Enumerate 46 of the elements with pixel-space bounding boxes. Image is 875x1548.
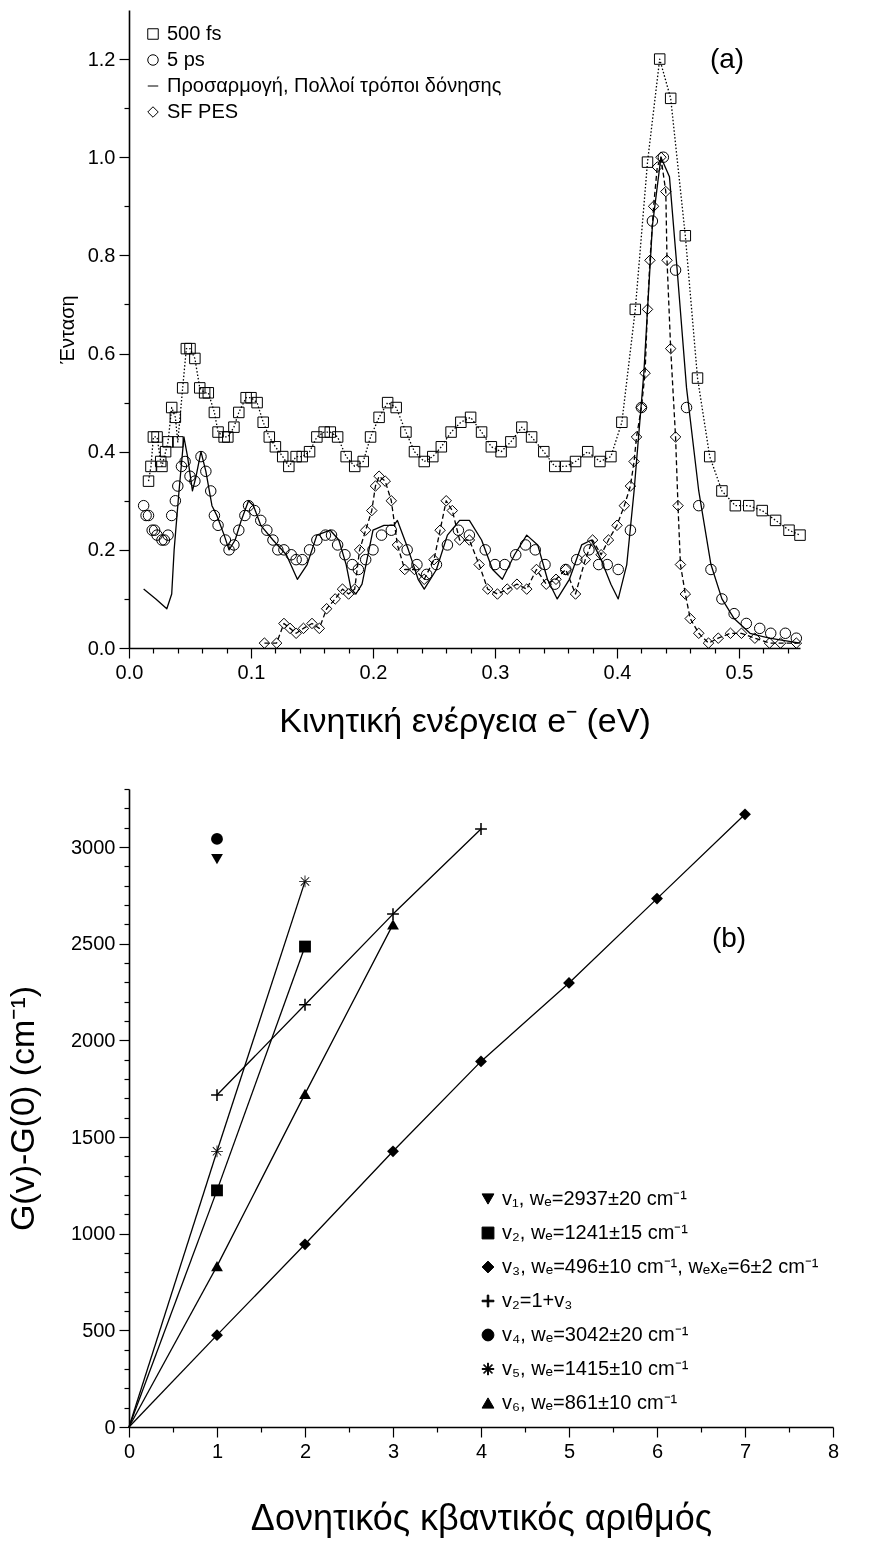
- legend-label: v₆, wₑ=861±10 cm⁻¹: [502, 1391, 678, 1413]
- annotation: (a): [709, 43, 745, 74]
- x-axis-title: Κινητική ενέργεια e⁻ (eV): [279, 700, 651, 739]
- legend-label: v₅, wₑ=1415±10 cm⁻¹: [502, 1357, 689, 1379]
- legend-label: SF PES: [167, 100, 239, 122]
- legend-label: 5 ps: [167, 48, 205, 70]
- legend-label: v₃, wₑ=496±10 cm⁻¹, wₑxₑ=6±2 cm⁻¹: [502, 1255, 819, 1277]
- x-tick-label: 0.0: [115, 660, 144, 683]
- x-tick-label: 0.4: [603, 660, 632, 683]
- legend-label: v₄, wₑ=3042±20 cm⁻¹: [502, 1323, 689, 1345]
- y-axis-title: G(v)-G(0) (cm⁻¹): [3, 985, 42, 1232]
- y-tick-label: 0.4: [87, 440, 116, 463]
- y-tick-label: 0: [104, 1415, 116, 1438]
- x-tick-label: 0.1: [237, 660, 266, 683]
- x-tick-label: 6: [651, 1439, 664, 1462]
- x-tick-label: 0.5: [725, 660, 754, 683]
- x-tick-label: 8: [827, 1439, 840, 1462]
- legend-label: 500 fs: [167, 22, 222, 44]
- annotation: (b): [711, 922, 747, 953]
- x-tick-label: 4: [475, 1439, 488, 1462]
- x-tick-label: 5: [563, 1439, 576, 1462]
- x-tick-label: 2: [299, 1439, 312, 1462]
- y-tick-label: 500: [82, 1318, 116, 1341]
- y-tick-label: 3000: [71, 835, 116, 858]
- legend-label: v₂, wₑ=1241±15 cm⁻¹: [502, 1221, 689, 1243]
- y-tick-label: 2500: [71, 932, 116, 955]
- x-tick-label: 1: [211, 1439, 224, 1462]
- legend-label: v₁, wₑ=2937±20 cm⁻¹: [502, 1187, 688, 1209]
- x-tick-label: 0.2: [359, 660, 388, 683]
- legend-label: Προσαρμογή, Πολλοί τρόποι δόνησης: [167, 74, 502, 96]
- y-axis-title: Ένταση: [55, 295, 78, 365]
- y-tick-label: 0.8: [87, 243, 116, 266]
- x-tick-label: 0.3: [481, 660, 510, 683]
- x-axis-title: Δονητικός κβαντικός αριθμός: [250, 1496, 713, 1538]
- x-tick-label: 3: [387, 1439, 400, 1462]
- y-tick-label: 0.0: [87, 636, 116, 659]
- y-tick-label: 1.2: [87, 47, 116, 70]
- y-tick-label: 1000: [71, 1222, 116, 1245]
- x-tick-label: 7: [739, 1439, 752, 1462]
- x-tick-label: 0: [123, 1439, 136, 1462]
- y-tick-label: 1500: [71, 1125, 116, 1148]
- y-tick-label: 0.2: [87, 538, 116, 561]
- y-tick-label: 0.6: [87, 342, 116, 365]
- y-tick-label: 2000: [71, 1028, 116, 1051]
- y-tick-label: 1.0: [87, 145, 116, 168]
- legend-label: v₂=1+v₃: [502, 1289, 573, 1311]
